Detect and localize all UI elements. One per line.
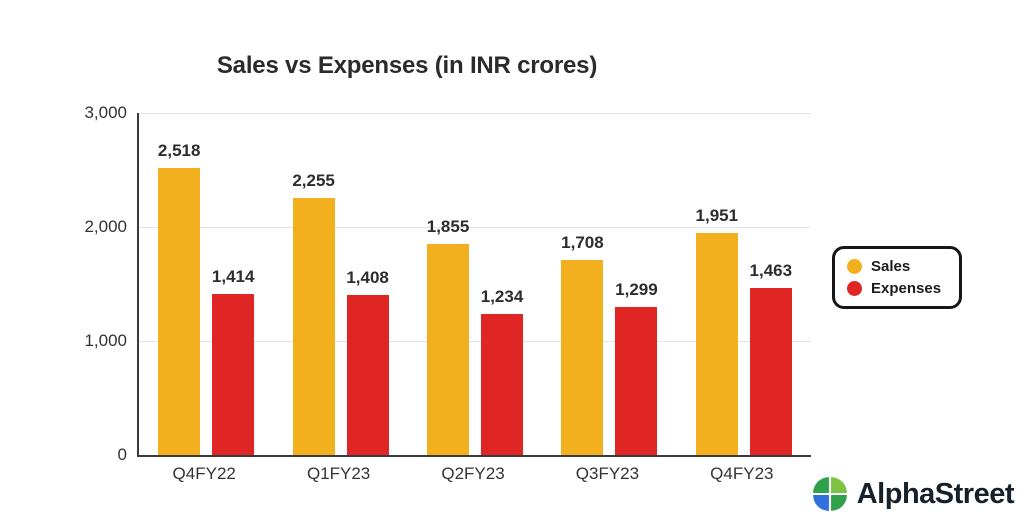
chart-title: Sales vs Expenses (in INR crores) [216,52,598,79]
bar-sales-q1fy23: 2,255 [292,171,335,455]
x-tick-label-q4fy22: Q4FY22 [172,464,236,483]
bar-group-q3fy23: 1,708 1,299 [542,113,676,455]
x-tick-label-q2fy23: Q2FY23 [441,464,505,483]
y-tick-label-0: 0 [117,445,127,464]
legend-item-sales: Sales [847,258,941,275]
bar-sales-q4fy22: 2,518 [158,141,200,455]
bar-expenses-q3fy23: 1,299 [615,280,658,455]
x-axis-tick-labels: Q4FY22 Q1FY23 Q2FY23 Q3FY23 Q4FY23 [137,464,809,484]
expenses-color-dot [847,281,862,296]
bar-value-label: 1,463 [749,261,793,281]
plot-area: 2,518 1,414 2,255 1,408 1,855 1,234 1,708 1,299… [137,113,811,457]
bar-value-label: 2,255 [292,170,335,190]
bar-value-label: 1,408 [346,267,389,287]
bar-expenses-q4fy23: 1,463 [750,261,792,455]
y-axis-tick-labels: 3,000 2,000 1,000 0 [0,103,127,464]
bar-sales-q4fy23: 1,951 [696,206,738,455]
gridline-1000 [139,341,811,342]
gridline-3000 [139,113,811,114]
branding: AlphaStreet [811,475,1015,513]
y-tick-label-2000: 2,000 [84,216,127,236]
y-tick-label-1000: 1,000 [84,331,127,350]
bar-expenses-q4fy22: 1,414 [212,267,254,455]
legend-label-sales: Sales [871,258,911,275]
bar-value-label: 1,234 [480,287,524,307]
bar-value-label: 1,855 [426,216,470,236]
bar-groups: 2,518 1,414 2,255 1,408 1,855 1,234 1,708 1,299… [139,113,811,455]
bar-value-label: 1,951 [695,205,739,225]
bar-group-q4fy23: 1,951 1,463 [677,113,811,455]
bar-value-label: 2,518 [157,140,201,160]
x-tick-label-q1fy23: Q1FY23 [306,464,371,483]
bar-value-label: 1,299 [615,279,658,299]
alphastreet-logo-icon [812,477,847,511]
bar-value-label: 1,708 [561,233,604,253]
x-tick-label-q4fy23: Q4FY23 [710,464,774,483]
bar-group-q4fy22: 2,518 1,414 [139,113,273,455]
legend-label-expenses: Expenses [871,280,942,297]
legend: Sales Expenses [832,246,963,309]
sales-color-dot [847,259,862,274]
bar-sales-q2fy23: 1,855 [427,217,469,455]
brand-name: AlphaStreet [856,477,1015,510]
bar-group-q2fy23: 1,855 1,234 [408,113,542,455]
bar-expenses-q1fy23: 1,408 [346,268,389,455]
bar-value-label: 1,414 [211,266,255,286]
x-tick-label-q3fy23: Q3FY23 [575,464,640,483]
bar-expenses-q2fy23: 1,234 [481,287,523,455]
legend-item-expenses: Expenses [847,280,941,297]
bar-sales-q3fy23: 1,708 [561,233,604,455]
gridline-2000 [139,226,811,228]
y-tick-label-3000: 3,000 [84,103,127,122]
bar-group-q1fy23: 2,255 1,408 [273,113,407,455]
